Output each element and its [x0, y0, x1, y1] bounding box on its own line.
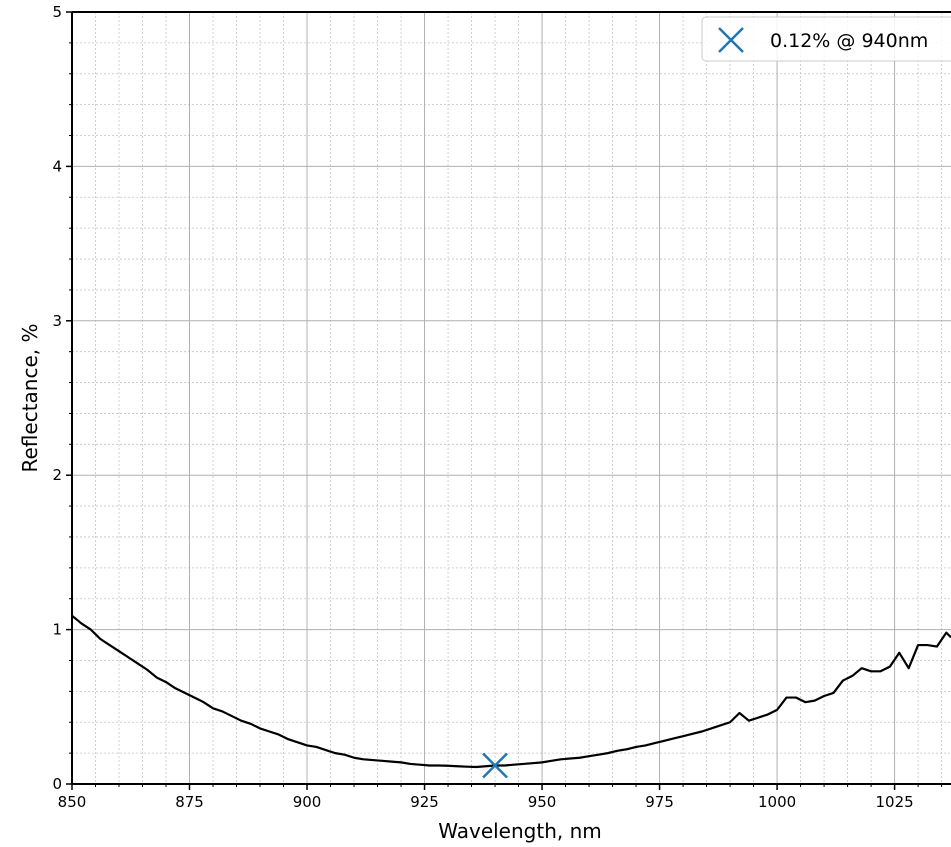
y-tick-label: 4 — [52, 157, 62, 175]
x-tick-label: 900 — [293, 793, 322, 811]
axes-layer — [71, 11, 951, 785]
min-reflectance-marker — [482, 752, 508, 779]
y-ticks: 0 1 2 3 4 5 — [52, 3, 72, 793]
x-tick-label: 875 — [175, 793, 204, 811]
legend-x-marker-icon — [718, 27, 744, 53]
y-tick-label: 1 — [52, 621, 62, 639]
y-axis-label: Reflectance, % — [18, 324, 42, 473]
series-layer — [71, 614, 951, 769]
x-tick-label: 1025 — [875, 793, 913, 811]
x-tick-label: 975 — [645, 793, 674, 811]
y-tick-label: 3 — [52, 312, 62, 330]
x-tick-label: 850 — [58, 793, 87, 811]
y-tick-label: 5 — [52, 3, 62, 21]
y-tick-label: 2 — [52, 466, 62, 484]
x-ticks: 850 875 900 925 950 975 1000 1025 — [58, 784, 943, 811]
marker-layer — [482, 752, 508, 779]
series-line-0 — [71, 614, 951, 769]
x-axis-label: Wavelength, nm — [438, 819, 602, 843]
major-grid — [71, 11, 951, 785]
legend-label: 0.12% @ 940nm — [770, 30, 928, 52]
minor-grid — [72, 12, 951, 784]
x-tick-label: 1000 — [758, 793, 796, 811]
marker-stroke — [482, 752, 508, 779]
y-tick-label: 0 — [52, 775, 62, 793]
x-tick-label: 950 — [528, 793, 557, 811]
legend-frame — [701, 16, 951, 62]
x-tick-label: 925 — [410, 793, 439, 811]
legend: 0.12% @ 940nm — [701, 16, 951, 62]
